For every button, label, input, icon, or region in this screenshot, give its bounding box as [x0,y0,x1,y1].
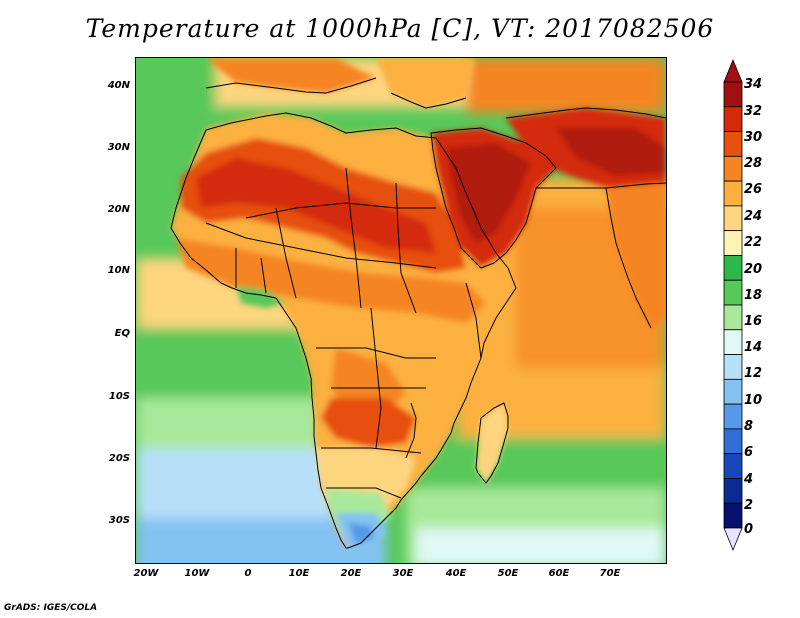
colorbar-label: 16 [744,314,763,329]
colorbar [723,58,743,552]
colorbar-label: 34 [744,77,763,92]
colorbar-segment [723,279,743,306]
lon-label: 60E [548,568,570,579]
colorbar-label: 8 [744,419,754,434]
lat-label: 10N [107,265,130,276]
lon-label: 10E [288,568,310,579]
lon-label: 50E [497,568,519,579]
colorbar-segment [723,453,743,479]
colorbar-label: 0 [744,522,754,537]
colorbar-label: 12 [744,366,763,381]
lat-label: 10S [108,391,130,402]
colorbar-label: 30 [744,130,763,145]
colorbar-label: 10 [744,393,763,408]
colorbar-segment [723,428,743,455]
colorbar-segment [723,329,743,355]
colorbar-label: 22 [744,235,763,250]
colorbar-max-arrow [723,58,743,83]
colorbar-label: 2 [744,498,754,513]
colorbar-label: 18 [744,288,763,303]
software-credit: GrADS: IGES/COLA [4,603,98,613]
colorbar-segment [723,255,743,281]
colorbar-segment [723,478,743,504]
colorbar-segment [723,81,743,108]
map-title: Temperature at 1000hPa [C], VT: 20170825… [85,14,715,43]
temperature-field [136,58,666,563]
lon-label: 20W [133,568,159,579]
lat-label: 30N [107,142,130,153]
lat-label: 30S [108,515,130,526]
lon-label: 10W [184,568,210,579]
colorbar-segment [723,378,743,405]
lon-label: 30E [392,568,414,579]
colorbar-segment [723,354,743,380]
colorbar-segment [723,230,743,256]
temperature-map [135,57,667,564]
lon-label: 20E [340,568,362,579]
lat-label: EQ [114,328,130,339]
colorbar-segment [723,106,743,132]
colorbar-label: 20 [744,262,763,277]
colorbar-min-arrow [723,527,743,552]
lat-label: 20S [108,453,130,464]
colorbar-label: 28 [744,156,763,171]
lat-label: 20N [107,204,130,215]
colorbar-segment [723,155,743,182]
lon-label: 70E [599,568,621,579]
lon-label: 40E [445,568,467,579]
colorbar-label: 32 [744,104,763,119]
colorbar-segment [723,131,743,157]
colorbar-label: 6 [744,445,754,460]
colorbar-segment [723,502,743,529]
lat-label: 40N [107,80,130,91]
colorbar-segment [723,403,743,430]
colorbar-label: 26 [744,182,763,197]
colorbar-label: 24 [744,209,763,224]
colorbar-label: 14 [744,340,763,355]
colorbar-segment [723,205,743,232]
colorbar-label: 4 [744,472,754,487]
colorbar-segment [723,304,743,331]
lon-label: 0 [244,568,252,579]
colorbar-segment [723,180,743,207]
